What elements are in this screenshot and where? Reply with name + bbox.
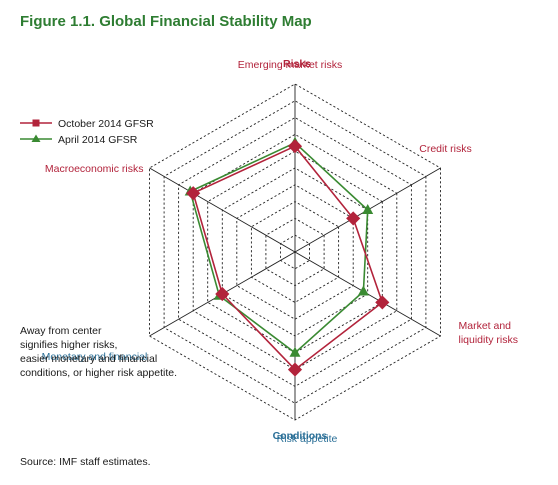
group-label-risks: Risks xyxy=(283,58,311,70)
axis-label-3-line-1: Risk appetite xyxy=(277,433,338,445)
axis-label-4-line-1: Monetary and financial xyxy=(42,351,148,363)
series-1-marker-3 xyxy=(287,362,303,377)
legend-marker-april xyxy=(31,134,41,142)
source-note: Source: IMF staff estimates. xyxy=(20,456,151,468)
series-2-marker-3 xyxy=(289,346,301,357)
chart-title: Figure 1.1. Global Financial Stability M… xyxy=(20,13,312,30)
series-1-marker-1 xyxy=(346,211,361,226)
legend: October 2014 GFSR April 2014 GFSR xyxy=(20,118,154,146)
annotation-line-3: easier monetary and financial xyxy=(20,353,157,365)
axis-label-2: Market and liquidity risks xyxy=(459,320,519,346)
axis-label-3: Risk appetite xyxy=(277,433,338,445)
series-1-marker-5 xyxy=(186,186,201,201)
group-label-conditions: Conditions xyxy=(273,430,328,442)
series-line-1 xyxy=(192,145,384,371)
axis-label-1: Credit risks xyxy=(419,143,472,155)
axis-label-6-line-1: Emerging market risks xyxy=(238,59,342,71)
annotation-line-4: conditions, or higher risk appetite. xyxy=(20,367,177,379)
axis-label-5-line-1: Macroeconomic risks xyxy=(45,163,144,175)
legend-label-october: October 2014 GFSR xyxy=(58,118,154,130)
series-layer xyxy=(184,136,390,377)
annotation: Away from center signifies higher risks,… xyxy=(20,325,177,379)
series-1-marker-2 xyxy=(375,295,390,310)
series-1-marker-4 xyxy=(215,286,230,302)
series-2-marker-2 xyxy=(357,285,369,296)
series-line-2 xyxy=(189,141,369,354)
series-2-marker-1 xyxy=(362,204,374,214)
axis-label-4: Monetary and financial xyxy=(42,351,148,363)
legend-label-april: April 2014 GFSR xyxy=(58,134,138,146)
axis-label-1-line-1: Credit risks xyxy=(419,143,472,155)
spoke-5 xyxy=(149,167,296,253)
series-1-marker-6 xyxy=(287,139,303,154)
axis-label-6: Emerging market risks xyxy=(238,59,342,71)
axis-label-5: Macroeconomic risks xyxy=(45,163,144,175)
axis-label-2-line-1: Market and xyxy=(459,320,512,332)
axis-labels: Credit risks Market and liquidity risks Ris… xyxy=(42,59,518,445)
annotation-line-2: signifies higher risks, xyxy=(20,339,117,351)
annotation-line-1: Away from center xyxy=(20,325,102,337)
legend-marker-october xyxy=(32,119,40,127)
axis-label-2-line-2: liquidity risks xyxy=(459,334,519,346)
